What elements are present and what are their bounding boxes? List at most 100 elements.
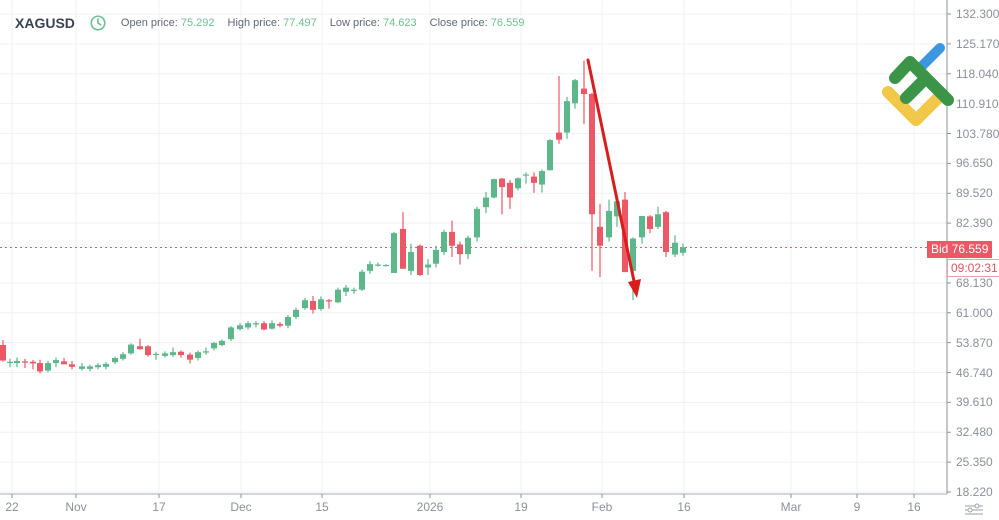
candle-body	[95, 365, 101, 368]
time-tick-label: 9	[853, 500, 861, 514]
candle-body	[383, 264, 389, 267]
brand-logo-icon	[882, 43, 954, 126]
candle-body	[343, 287, 349, 292]
candle-body	[187, 354, 193, 360]
candle-body	[425, 264, 431, 268]
time-tick-label: 2026	[416, 500, 444, 514]
candle-body	[647, 216, 653, 229]
high-price: High price: 77.497	[228, 17, 317, 29]
price-tick-label: 18.220	[956, 485, 993, 499]
open-price-label: Open price:	[120, 17, 178, 29]
candle-body	[531, 176, 537, 183]
time-tick-label: Nov	[65, 500, 87, 514]
candle-body	[326, 300, 332, 302]
candle-body	[7, 361, 13, 364]
candle-body	[245, 323, 251, 328]
candle-body	[318, 299, 324, 309]
time-tick-label: Dec	[230, 500, 252, 514]
close-price-value: 76.559	[490, 17, 525, 29]
candle-body	[547, 140, 553, 171]
candle-body	[269, 323, 275, 329]
symbol-label: XAGUSD	[15, 15, 75, 31]
candle-body	[391, 233, 397, 273]
candle-body	[69, 364, 75, 367]
high-price-label: High price:	[227, 17, 281, 29]
candle-body	[441, 231, 447, 252]
candle-body	[663, 212, 669, 252]
candle-body	[170, 352, 176, 356]
price-tick-label: 132.300	[956, 7, 999, 21]
candle-body	[87, 366, 93, 369]
candle-countdown: 09:02:31	[947, 259, 999, 277]
candle-body	[474, 208, 480, 238]
price-tick-label: 46.740	[956, 365, 993, 380]
open-price: Open price: 75.292	[121, 17, 215, 29]
candle-body	[491, 179, 497, 198]
candle-body	[499, 178, 505, 188]
candle-body	[30, 361, 36, 364]
time-tick-label: 19	[514, 500, 528, 514]
candle-body	[375, 264, 381, 266]
candle-body	[433, 249, 439, 264]
candle-body	[614, 201, 620, 217]
candle-body	[128, 344, 134, 354]
time-tick-label: 15	[315, 500, 329, 514]
bid-price-tag: Bid 76.559	[927, 241, 993, 258]
chart-settings-icon[interactable]	[964, 503, 984, 517]
candle-body	[400, 228, 406, 269]
candle-body	[417, 245, 423, 276]
candle-body	[457, 244, 463, 255]
candle-body	[153, 353, 159, 356]
trend-arrow-shaft	[586, 58, 637, 288]
candle-body	[145, 346, 151, 356]
price-tick-label: 110.910	[956, 96, 999, 111]
candle-body	[261, 323, 267, 330]
candle-body	[293, 309, 299, 317]
candle-body	[137, 346, 143, 350]
clock-icon[interactable]	[89, 14, 107, 32]
price-tick-label: 82.390	[956, 216, 993, 231]
candle-body	[310, 301, 316, 310]
candle-body	[120, 354, 126, 359]
time-tick-label: 16	[907, 500, 921, 514]
candle-body	[351, 289, 357, 291]
candle-body	[449, 231, 455, 246]
price-tick-label: 103.780	[956, 126, 999, 141]
candle-body	[408, 251, 414, 271]
candle-body	[556, 132, 562, 140]
candle-body	[103, 363, 109, 367]
candle-body	[178, 351, 184, 356]
close-price-label: Close price:	[429, 17, 488, 29]
price-tick-label: 53.870	[956, 335, 993, 350]
low-price-value: 74.623	[383, 17, 417, 29]
candle-body	[253, 323, 259, 325]
candle-body	[0, 345, 6, 361]
candle-body	[302, 300, 308, 309]
candle-body	[228, 327, 234, 340]
candle-body	[589, 94, 595, 215]
candle-body	[219, 340, 225, 346]
candle-body	[53, 360, 59, 364]
price-tick-label: 96.650	[956, 156, 993, 171]
low-price-label: Low price:	[329, 17, 380, 29]
candle-body	[277, 324, 283, 326]
time-tick-label: Feb	[591, 500, 613, 514]
high-price-value: 77.497	[283, 17, 317, 29]
candle-body	[465, 237, 471, 255]
price-tick-label: 118.040	[956, 66, 999, 81]
time-tick-label: 16	[677, 500, 691, 514]
close-price: Close price: 76.559	[430, 17, 525, 29]
candle-body	[359, 271, 365, 290]
time-tick-label: Mar	[780, 500, 802, 514]
candle-body	[14, 360, 20, 364]
candle-body	[507, 182, 513, 198]
candle-body	[539, 171, 545, 185]
candle-body	[367, 264, 373, 271]
candle-body	[606, 210, 612, 238]
candle-body	[655, 214, 661, 227]
candle-body	[195, 352, 201, 359]
time-tick-label: 22	[5, 500, 19, 514]
candle-body	[680, 247, 686, 253]
